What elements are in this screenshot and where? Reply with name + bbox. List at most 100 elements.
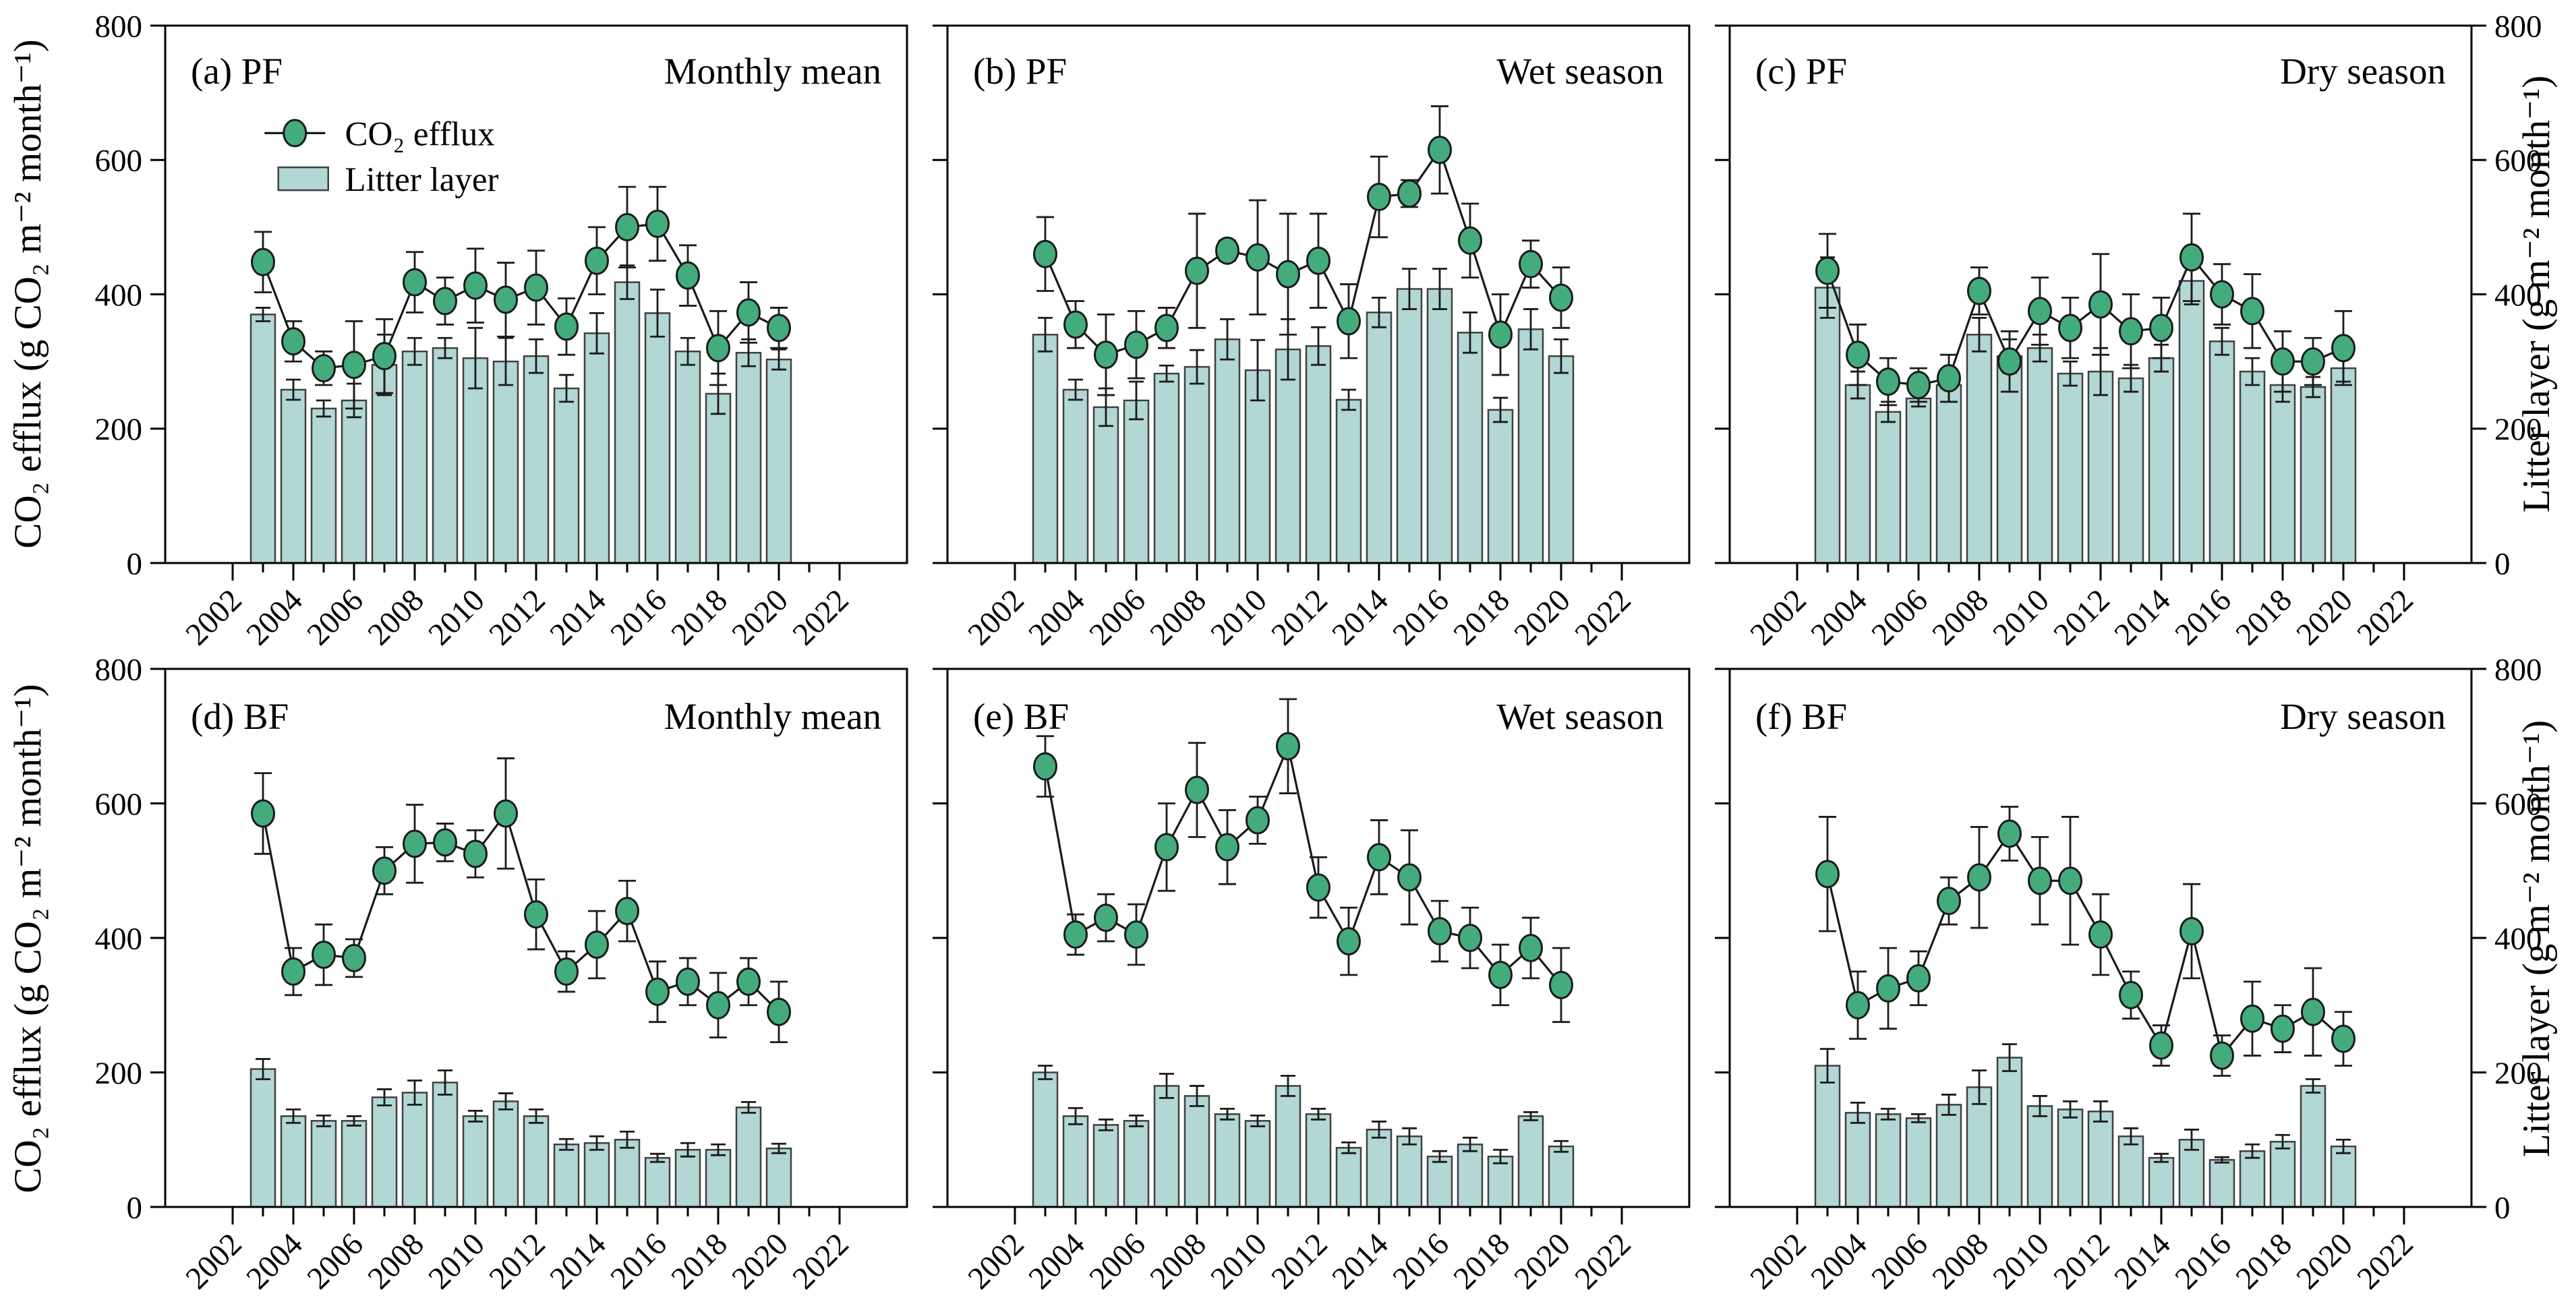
litter-bar bbox=[1335, 1146, 1362, 1208]
litter-bar bbox=[2178, 1139, 2205, 1208]
co2-marker bbox=[1488, 960, 1513, 989]
y-axis-title-litter-row1: Litter layer (g m⁻² month⁻¹) bbox=[2515, 75, 2558, 513]
co2-marker bbox=[1815, 256, 1840, 285]
co2-marker bbox=[2210, 280, 2234, 309]
panel-d: 0200400600800200220042006200820102012201… bbox=[95, 652, 908, 1296]
x-tick-label: 2008 bbox=[1144, 1227, 1213, 1296]
x-tick-label: 2010 bbox=[1987, 1227, 2056, 1296]
panel-b: 2002200420062008201020122014201620182020… bbox=[933, 24, 1691, 652]
x-tick-label: 2020 bbox=[2290, 583, 2360, 652]
co2-marker bbox=[1549, 970, 1573, 999]
co2-marker bbox=[615, 212, 639, 241]
x-tick-label: 2014 bbox=[544, 583, 613, 652]
co2-marker bbox=[1937, 364, 1961, 393]
litter-bar bbox=[1905, 1117, 1932, 1208]
litter-bar bbox=[1844, 384, 1871, 564]
x-tick-label: 2016 bbox=[1386, 583, 1456, 652]
x-tick-label: 2012 bbox=[2047, 583, 2117, 652]
co2-line bbox=[262, 223, 780, 370]
co2-line bbox=[1044, 147, 1562, 356]
co2-marker bbox=[2088, 290, 2113, 319]
x-tick-label: 2020 bbox=[726, 583, 795, 652]
co2-marker bbox=[615, 897, 639, 926]
co2-marker bbox=[1154, 314, 1179, 343]
litter-bar bbox=[2239, 1150, 2266, 1208]
co2-marker bbox=[554, 312, 579, 341]
co2-marker bbox=[1519, 933, 1543, 962]
co2-marker bbox=[1033, 239, 1057, 268]
co2-marker bbox=[1185, 256, 1209, 285]
co2-marker bbox=[2088, 920, 2113, 949]
litter-bar bbox=[2087, 370, 2114, 564]
x-tick-label: 2020 bbox=[1508, 1227, 1577, 1296]
litter-bar bbox=[2239, 370, 2266, 564]
litter-bar bbox=[401, 1092, 428, 1208]
litter-bar bbox=[2269, 384, 2296, 564]
co2-marker bbox=[2271, 347, 2295, 376]
litter-bar bbox=[2208, 340, 2235, 564]
co2-marker bbox=[2058, 866, 2082, 895]
co2-marker bbox=[1367, 183, 1391, 212]
litter-bar bbox=[583, 332, 610, 564]
co2-marker bbox=[1428, 136, 1452, 165]
litter-bar bbox=[765, 1147, 792, 1208]
x-tick-label: 2008 bbox=[1926, 1227, 1995, 1296]
litter-bar bbox=[310, 1120, 337, 1208]
legend: CO₂ efflux Litter layer bbox=[264, 115, 498, 199]
litter-bar bbox=[1457, 332, 1484, 564]
panel-e: 2002200420062008201020122014201620182020… bbox=[933, 668, 1691, 1296]
y-tick-label: 200 bbox=[2494, 1056, 2542, 1091]
x-tick-label: 2022 bbox=[2351, 583, 2420, 652]
litter-bar bbox=[2026, 347, 2053, 564]
x-tick-label: 2012 bbox=[1265, 1227, 1335, 1296]
season-label-b: Wet season bbox=[1496, 51, 1664, 92]
litter-bar bbox=[674, 350, 701, 564]
litter-bar bbox=[1153, 1085, 1180, 1208]
co2-marker bbox=[767, 314, 791, 343]
co2-marker bbox=[372, 342, 397, 371]
y-tick-label: 400 bbox=[95, 921, 143, 956]
x-tick-label: 2004 bbox=[1805, 1227, 1874, 1296]
x-tick-label: 2010 bbox=[1204, 583, 1274, 652]
litter-bar bbox=[1214, 338, 1241, 564]
litter-bar bbox=[1905, 397, 1932, 564]
co2-marker bbox=[1185, 775, 1209, 804]
y-tick-label: 400 bbox=[95, 278, 143, 313]
panel-tag-d: (d) BF bbox=[191, 696, 289, 737]
x-tick-label: 2016 bbox=[604, 583, 674, 652]
x-tick-label: 2014 bbox=[544, 1227, 613, 1296]
litter-bar bbox=[371, 363, 398, 564]
x-tick-label: 2006 bbox=[301, 583, 370, 652]
x-tick-label: 2010 bbox=[1987, 583, 2056, 652]
litter-bar bbox=[341, 1120, 368, 1208]
litter-bar bbox=[1814, 287, 1841, 564]
x-tick-label: 2008 bbox=[1144, 583, 1213, 652]
litter-bar bbox=[553, 1143, 580, 1208]
litter-bar bbox=[523, 1115, 550, 1208]
co2-marker bbox=[1997, 347, 2022, 376]
x-tick-label: 2014 bbox=[2108, 1227, 2177, 1296]
x-tick-label: 2022 bbox=[786, 583, 856, 652]
co2-marker bbox=[1306, 246, 1330, 275]
co2-marker bbox=[1488, 320, 1513, 349]
co2-marker bbox=[1124, 330, 1148, 359]
litter-bar bbox=[2117, 1135, 2144, 1208]
litter-bar bbox=[280, 388, 307, 564]
x-tick-label: 2020 bbox=[726, 1227, 795, 1296]
litter-bar bbox=[1032, 334, 1059, 564]
co2-marker bbox=[2210, 1041, 2234, 1070]
x-tick-label: 2004 bbox=[1022, 583, 1092, 652]
y-tick-label: 800 bbox=[95, 652, 143, 687]
litter-bar bbox=[1062, 388, 1089, 564]
x-tick-label: 2004 bbox=[240, 1227, 310, 1296]
co2-marker bbox=[585, 246, 609, 275]
co2-marker bbox=[1815, 860, 1840, 889]
co2-marker bbox=[1519, 249, 1543, 278]
co2-marker bbox=[2149, 314, 2173, 343]
litter-bar bbox=[341, 399, 368, 564]
co2-marker bbox=[706, 991, 730, 1020]
y-axis-title-co2-row1: CO₂ efflux (g CO₂ m⁻² month⁻¹) bbox=[7, 39, 49, 549]
litter-bar bbox=[1153, 372, 1180, 564]
co2-marker bbox=[312, 354, 336, 383]
co2-marker bbox=[1458, 924, 1482, 952]
